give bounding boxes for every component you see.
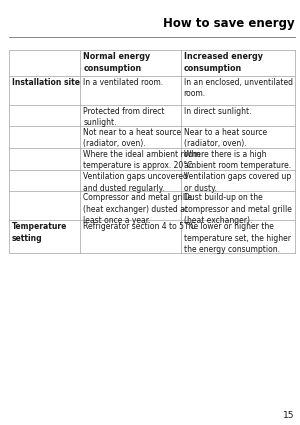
Text: In a ventilated room.: In a ventilated room. (83, 78, 164, 87)
Text: Normal energy
consumption: Normal energy consumption (83, 52, 151, 73)
Text: Refrigerator section 4 to 5 °C: Refrigerator section 4 to 5 °C (83, 222, 196, 231)
Text: Dust build-up on the
compressor and metal grille
(heat exchanger).: Dust build-up on the compressor and meta… (184, 193, 292, 225)
Text: Ventilation gaps uncovered
and dusted regularly.: Ventilation gaps uncovered and dusted re… (83, 172, 188, 193)
Text: Protected from direct
sunlight.: Protected from direct sunlight. (83, 107, 165, 127)
Text: Near to a heat source
(radiator, oven).: Near to a heat source (radiator, oven). (184, 128, 267, 148)
Text: How to save energy: How to save energy (163, 17, 295, 30)
Text: Ventilation gaps covered up
or dusty.: Ventilation gaps covered up or dusty. (184, 172, 291, 193)
Text: 15: 15 (284, 411, 295, 420)
Text: Where there is a high
ambient room temperature.: Where there is a high ambient room tempe… (184, 150, 291, 170)
Text: Temperature
setting: Temperature setting (12, 222, 68, 243)
Text: Increased energy
consumption: Increased energy consumption (184, 52, 262, 73)
Text: The lower or higher the
temperature set, the higher
the energy consumption.: The lower or higher the temperature set,… (184, 222, 291, 254)
Text: Where the ideal ambient room
temperature is approx. 20°C.: Where the ideal ambient room temperature… (83, 150, 201, 170)
Text: In direct sunlight.: In direct sunlight. (184, 107, 251, 116)
Text: Installation site: Installation site (12, 78, 80, 87)
Text: In an enclosed, unventilated
room.: In an enclosed, unventilated room. (184, 78, 292, 98)
Text: Compressor and metal grille
(heat exchanger) dusted at
least once a year.: Compressor and metal grille (heat exchan… (83, 193, 192, 225)
Text: Not near to a heat source
(radiator, oven).: Not near to a heat source (radiator, ove… (83, 128, 182, 148)
